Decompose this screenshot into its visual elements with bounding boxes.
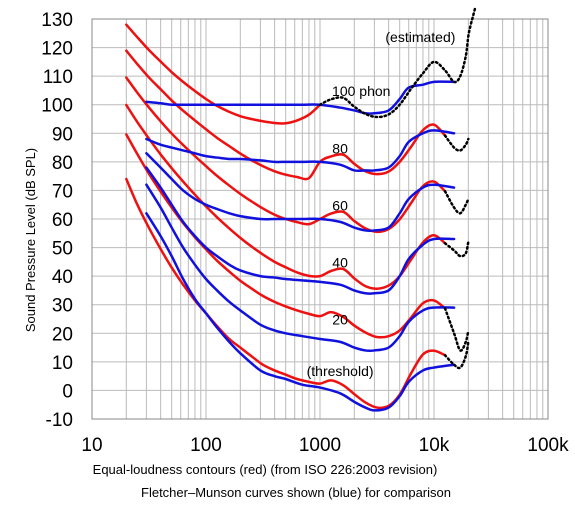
y-tick-label: 20 <box>52 324 73 345</box>
estimated-curve-17 <box>318 6 477 119</box>
caption-line-2: Fletcher–Munson curves shown (blue) for … <box>141 485 451 500</box>
iso-curve-4 <box>125 49 447 181</box>
fletcher-curve-6 <box>145 212 456 412</box>
curve-annotation: 80 <box>332 140 348 156</box>
x-tick-label: 100 <box>190 435 222 456</box>
y-tick-label: 90 <box>52 124 73 145</box>
curve-annotation: 20 <box>332 312 348 328</box>
curve-annotation: 40 <box>332 255 348 271</box>
curve-annotation: 60 <box>332 197 348 213</box>
y-tick-label: 120 <box>41 39 73 60</box>
y-tick-label: 0 <box>62 381 73 402</box>
annotations: (estimated) 100 phon 80 60 40 20 (threshold) <box>307 29 456 379</box>
caption-line-1: Equal-loudness contours (red) (from ISO … <box>93 462 438 477</box>
series-group <box>125 6 477 412</box>
y-tick-label: 50 <box>52 239 73 260</box>
y-tick-label: 40 <box>52 267 73 288</box>
estimated-curve-12 <box>443 340 470 370</box>
y-tick-label: 60 <box>52 210 73 231</box>
y-tick-label: 70 <box>52 181 73 202</box>
x-tick-label: 10 <box>81 435 102 456</box>
estimated-curve-15 <box>443 190 470 215</box>
fletcher-curve-11 <box>145 80 456 115</box>
y-tick-label: 10 <box>52 353 73 374</box>
iso-curve-2 <box>125 103 447 290</box>
y-axis-label: Sound Pressure Level (dB SPL) <box>23 148 38 332</box>
curve-annotation: (threshold) <box>307 363 374 379</box>
y-tick-label: 30 <box>52 296 73 317</box>
estimated-curve-16 <box>443 134 470 152</box>
y-tick-label: 110 <box>43 67 73 88</box>
x-tick-label: 10k <box>419 435 450 456</box>
y-tick-label: 80 <box>52 153 73 174</box>
plot-border <box>91 18 549 420</box>
x-tick-label: 1000 <box>299 435 341 456</box>
fletcher-curve-9 <box>145 152 456 233</box>
fletcher-curve-10 <box>145 129 456 173</box>
y-tick-label: -10 <box>46 410 73 431</box>
iso-curve-5 <box>125 23 322 125</box>
plot-frame <box>91 18 549 420</box>
estimated-curve-14 <box>443 240 470 258</box>
curve-annotation: (estimated) <box>385 29 455 45</box>
y-tick-label: 100 <box>41 96 73 117</box>
y-tick-label: 130 <box>41 10 73 31</box>
estimated-curve-13 <box>443 307 470 352</box>
curve-annotation: 100 phon <box>332 83 390 99</box>
fletcher-curve-8 <box>145 166 456 295</box>
x-axis-ticks: 10 100 1000 10k 100k <box>81 435 569 456</box>
x-tick-label: 100k <box>527 435 569 456</box>
fletcher-curve-7 <box>145 183 456 353</box>
